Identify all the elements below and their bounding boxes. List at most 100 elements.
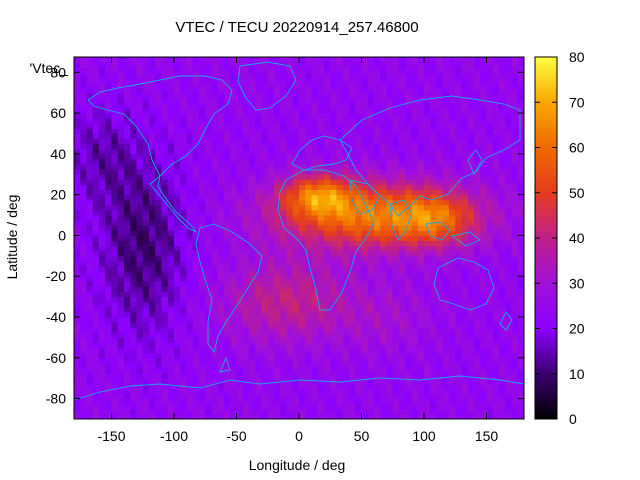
heatmap-cell — [249, 403, 256, 410]
heatmap-cell — [517, 398, 524, 405]
heatmap-cell — [230, 245, 237, 252]
heatmap-cell — [405, 215, 412, 221]
heatmap-cell — [436, 123, 444, 129]
heatmap-cell — [305, 378, 312, 384]
heatmap-cell — [480, 286, 487, 292]
heatmap-cell — [380, 174, 387, 180]
heatmap-cell — [242, 240, 250, 247]
heatmap-cell — [230, 357, 237, 364]
heatmap-cell — [355, 158, 362, 165]
heatmap-cell — [255, 373, 262, 379]
heatmap-cell — [74, 72, 81, 78]
heatmap-cell — [461, 102, 469, 109]
heatmap-cell — [305, 184, 312, 190]
heatmap-cell — [486, 408, 494, 415]
heatmap-cell — [180, 240, 187, 247]
heatmap-cell — [392, 174, 400, 180]
heatmap-cell — [267, 260, 275, 267]
heatmap-cell — [292, 240, 300, 247]
heatmap-cell — [136, 260, 144, 267]
heatmap-cell — [386, 393, 394, 400]
heatmap-cell — [486, 174, 494, 180]
heatmap-cell — [86, 291, 94, 298]
heatmap-cell — [180, 357, 187, 364]
heatmap-cell — [505, 327, 512, 333]
heatmap-cell — [386, 388, 394, 394]
heatmap-cell — [261, 179, 269, 185]
heatmap-cell — [367, 408, 375, 415]
heatmap-cell — [261, 118, 269, 124]
heatmap-cell — [117, 199, 125, 206]
heatmap-cell — [492, 240, 500, 247]
heatmap-cell — [130, 133, 137, 139]
heatmap-cell — [99, 413, 106, 419]
heatmap-cell — [330, 337, 337, 343]
heatmap-cell — [299, 357, 306, 364]
heatmap-cell — [74, 118, 81, 124]
heatmap-cell — [124, 123, 131, 129]
heatmap-cell — [417, 225, 425, 231]
heatmap-cell — [236, 123, 244, 129]
heatmap-cell — [174, 107, 181, 114]
heatmap-cell — [180, 306, 187, 313]
heatmap-cell — [367, 92, 375, 99]
heatmap-cell — [455, 301, 462, 308]
heatmap-cell — [311, 230, 319, 236]
heatmap-cell — [486, 143, 494, 150]
heatmap-cell — [199, 342, 206, 349]
heatmap-cell — [474, 296, 481, 303]
heatmap-cell — [342, 107, 350, 114]
heatmap-cell — [155, 368, 162, 374]
heatmap-cell — [92, 286, 100, 292]
heatmap-cell — [374, 301, 381, 308]
heatmap-cell — [299, 373, 306, 379]
heatmap-cell — [305, 383, 312, 389]
heatmap-cell — [261, 215, 269, 221]
heatmap-cell — [192, 245, 200, 252]
heatmap-cell — [436, 67, 444, 73]
heatmap-cell — [255, 255, 262, 262]
heatmap-cell — [317, 87, 325, 94]
heatmap-cell — [455, 286, 462, 292]
heatmap-cell — [505, 398, 512, 405]
heatmap-cell — [230, 194, 237, 201]
heatmap-cell — [517, 158, 524, 165]
heatmap-cell — [236, 352, 244, 359]
heatmap-cell — [105, 327, 112, 333]
heatmap-cell — [511, 281, 519, 287]
heatmap-cell — [349, 373, 356, 379]
heatmap-cell — [292, 383, 300, 389]
heatmap-cell — [461, 97, 469, 104]
heatmap-cell — [111, 306, 119, 313]
heatmap-cell — [461, 337, 469, 343]
heatmap-cell — [149, 413, 156, 419]
heatmap-cell — [267, 398, 275, 405]
heatmap-cell — [242, 245, 250, 252]
heatmap-cell — [236, 133, 244, 139]
heatmap-cell — [311, 153, 319, 160]
heatmap-cell — [130, 291, 137, 298]
heatmap-cell — [517, 204, 524, 211]
heatmap-cell — [274, 102, 281, 109]
heatmap-cell — [355, 143, 362, 150]
heatmap-cell — [299, 322, 306, 328]
heatmap-cell — [161, 408, 169, 415]
heatmap-cell — [455, 184, 462, 190]
heatmap-cell — [449, 306, 456, 313]
heatmap-cell — [380, 403, 387, 410]
heatmap-cell — [292, 337, 300, 343]
heatmap-cell — [249, 225, 256, 231]
heatmap-cell — [405, 77, 412, 83]
heatmap-cell — [511, 317, 519, 323]
heatmap-cell — [180, 352, 187, 359]
heatmap-cell — [236, 403, 244, 410]
heatmap-cell — [480, 255, 487, 262]
heatmap-cell — [436, 215, 444, 221]
heatmap-cell — [324, 393, 331, 400]
heatmap-cell — [330, 255, 337, 262]
heatmap-cell — [124, 413, 131, 419]
heatmap-cell — [149, 107, 156, 114]
heatmap-cell — [230, 271, 237, 277]
heatmap-cell — [155, 123, 162, 129]
heatmap-cell — [174, 413, 181, 419]
